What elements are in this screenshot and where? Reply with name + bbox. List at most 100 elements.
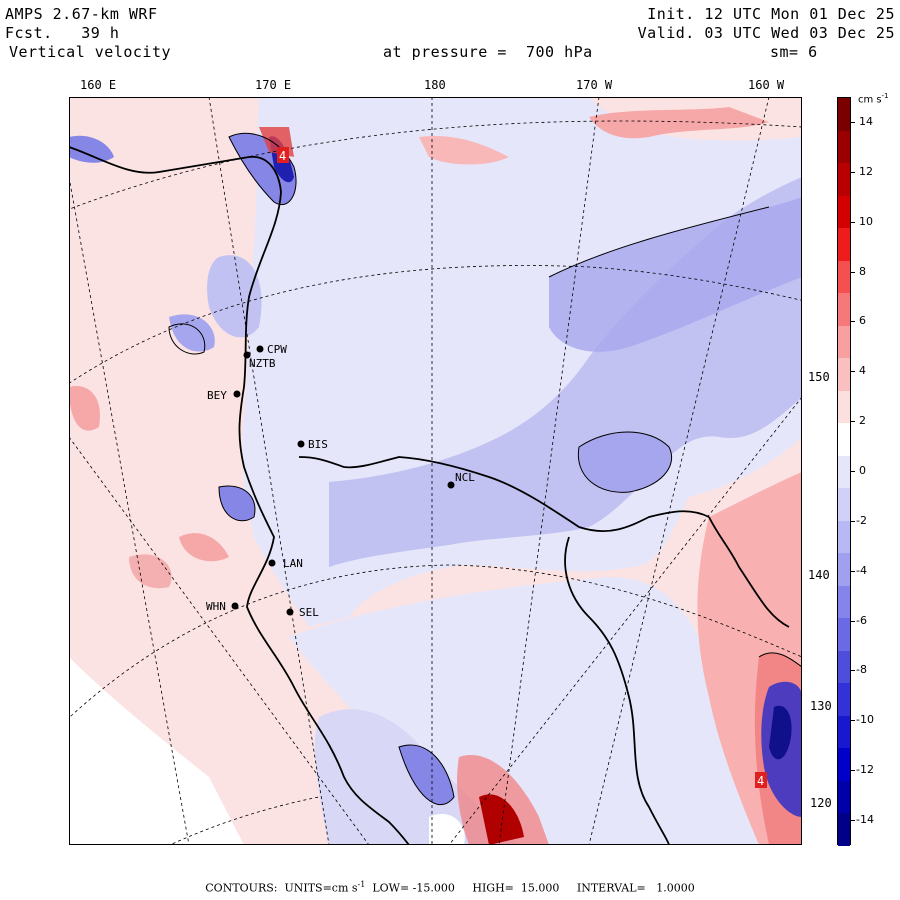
colorbar-tick bbox=[851, 321, 855, 323]
colorbar-label: -12 bbox=[856, 763, 874, 777]
southern-zero-patch bbox=[429, 813, 465, 845]
station-dot-ncl bbox=[447, 481, 455, 489]
colorbar-label: 0 bbox=[859, 464, 866, 477]
colorbar-units-exponent: -1 bbox=[881, 92, 889, 100]
station-label-bey: BEY bbox=[207, 389, 227, 402]
station-label-sel: SEL bbox=[299, 606, 319, 619]
lon-tick-180: 180 bbox=[424, 78, 446, 92]
extremum-label-north: 4 bbox=[279, 149, 286, 163]
contour-info-exponent: -1 bbox=[357, 880, 366, 889]
colorbar-tick bbox=[851, 770, 855, 772]
colorbar-label: 4 bbox=[859, 364, 866, 378]
colorbar-units: cm s-1 bbox=[858, 92, 889, 105]
colorbar-label: 8 bbox=[859, 264, 866, 278]
colorbar-label: 10 bbox=[859, 214, 873, 228]
colorbar-label: -6 bbox=[856, 613, 867, 627]
west-upward-cell bbox=[69, 386, 100, 431]
colorbar-label: -4 bbox=[856, 563, 867, 577]
colorbar-label: -10 bbox=[856, 713, 874, 727]
extremum-box-north bbox=[277, 147, 289, 163]
colorbar-tick bbox=[851, 471, 855, 472]
extremum-box-southeast bbox=[755, 772, 767, 788]
weak-downward-region-south bbox=[289, 577, 769, 845]
station-dot-cpw bbox=[256, 345, 264, 353]
model-title: AMPS 2.67-km WRF bbox=[5, 5, 158, 23]
valid-time: Valid. 03 UTC Wed 03 Dec 25 bbox=[637, 24, 895, 42]
station-dot-bey bbox=[233, 390, 241, 398]
colorbar-segment bbox=[838, 293, 850, 327]
colorbar-segment bbox=[838, 455, 850, 489]
colorbar-tick bbox=[851, 421, 855, 423]
extremum-label-southeast: 4 bbox=[757, 774, 764, 788]
station-dot-sel bbox=[286, 608, 294, 616]
colorbar-segment bbox=[838, 260, 850, 294]
colorbar-tick bbox=[851, 171, 855, 173]
contour-info: CONTOURS: UNITS=cm s-1 LOW= -15.000 HIGH… bbox=[0, 880, 900, 895]
colorbar-segment bbox=[838, 715, 850, 749]
coastal-downward-1 bbox=[207, 255, 262, 338]
colorbar-tick bbox=[851, 720, 855, 722]
colorbar-label: -8 bbox=[856, 663, 867, 677]
coastal-upward-2 bbox=[129, 554, 172, 589]
latlon-grid bbox=[69, 97, 802, 845]
lon-tick-160e: 160 E bbox=[80, 78, 117, 92]
colorbar-segment bbox=[838, 163, 850, 197]
field-name: Vertical velocity bbox=[9, 43, 172, 61]
colorbar-label: 2 bbox=[859, 414, 866, 428]
colorbar-tick bbox=[851, 371, 855, 373]
southern-downward-cell bbox=[399, 745, 454, 805]
colorbar-tick bbox=[851, 820, 855, 822]
colorbar-segment bbox=[838, 325, 850, 359]
coastal-upward-1 bbox=[179, 533, 229, 562]
upward-patch-top bbox=[589, 107, 769, 139]
colorbar-tick bbox=[851, 121, 855, 123]
vertical-velocity-map: 4 4 CPW NZTB BEY BIS NCL LAN WHN SEL bbox=[69, 97, 802, 845]
colorbar-label: -14 bbox=[856, 813, 874, 827]
lon-tick-170e: 170 E bbox=[255, 78, 292, 92]
colorbar-segment bbox=[838, 358, 850, 392]
station-markers: CPW NZTB BEY BIS NCL LAN WHN SEL bbox=[206, 343, 475, 619]
colorbar-segment bbox=[838, 650, 850, 684]
colorbar-segment bbox=[838, 423, 850, 457]
downward-cell bbox=[578, 432, 672, 493]
lon-tick-160w: 160 W bbox=[748, 78, 785, 92]
colorbar-segment bbox=[838, 195, 850, 229]
colorbar-segment bbox=[838, 520, 850, 554]
colorbar-tick bbox=[851, 520, 855, 522]
smoothing-value: sm= 6 bbox=[770, 43, 818, 61]
station-dot-lan bbox=[268, 559, 276, 567]
init-time: Init. 12 UTC Mon 01 Dec 25 bbox=[647, 5, 895, 23]
northwest-downward-cell bbox=[69, 135, 114, 163]
colorbar bbox=[837, 97, 851, 847]
colorbar-segment bbox=[838, 390, 850, 424]
forecast-label: Fcst. 39 h bbox=[5, 24, 119, 42]
station-label-whn: WHN bbox=[206, 600, 226, 613]
station-dot-nztb bbox=[243, 351, 251, 359]
upward-patch-top-2 bbox=[419, 136, 509, 165]
colorbar-tick bbox=[851, 620, 855, 622]
southern-upward-core bbox=[479, 794, 524, 845]
colorbar-tick bbox=[851, 221, 855, 223]
station-label-ncl: NCL bbox=[455, 471, 475, 484]
colorbar-segment bbox=[838, 98, 850, 132]
colorbar-segment bbox=[838, 130, 850, 164]
colorbar-segment bbox=[838, 813, 850, 847]
colorbar-segment bbox=[838, 585, 850, 619]
colorbar-tick bbox=[851, 271, 855, 273]
forecast-prefix: Fcst. bbox=[5, 24, 53, 42]
contour-lines bbox=[168, 132, 802, 806]
pressure-level: at pressure = 700 hPa bbox=[383, 43, 593, 61]
colorbar-label: -2 bbox=[856, 513, 867, 527]
station-dot-bis bbox=[297, 440, 305, 448]
station-label-lan: LAN bbox=[283, 557, 303, 570]
station-label-bis: BIS bbox=[308, 438, 328, 451]
colorbar-segment bbox=[838, 228, 850, 262]
station-dot-whn bbox=[231, 602, 239, 610]
zero-zone-lower-left bbox=[69, 657, 244, 845]
stronger-downward-band bbox=[549, 197, 802, 352]
colorbar-tick bbox=[851, 670, 855, 672]
coastal-downward-3 bbox=[219, 486, 255, 521]
colorbar-segment bbox=[838, 618, 850, 652]
intense-downward-core-east bbox=[769, 705, 792, 760]
colorbar-segment bbox=[838, 780, 850, 814]
